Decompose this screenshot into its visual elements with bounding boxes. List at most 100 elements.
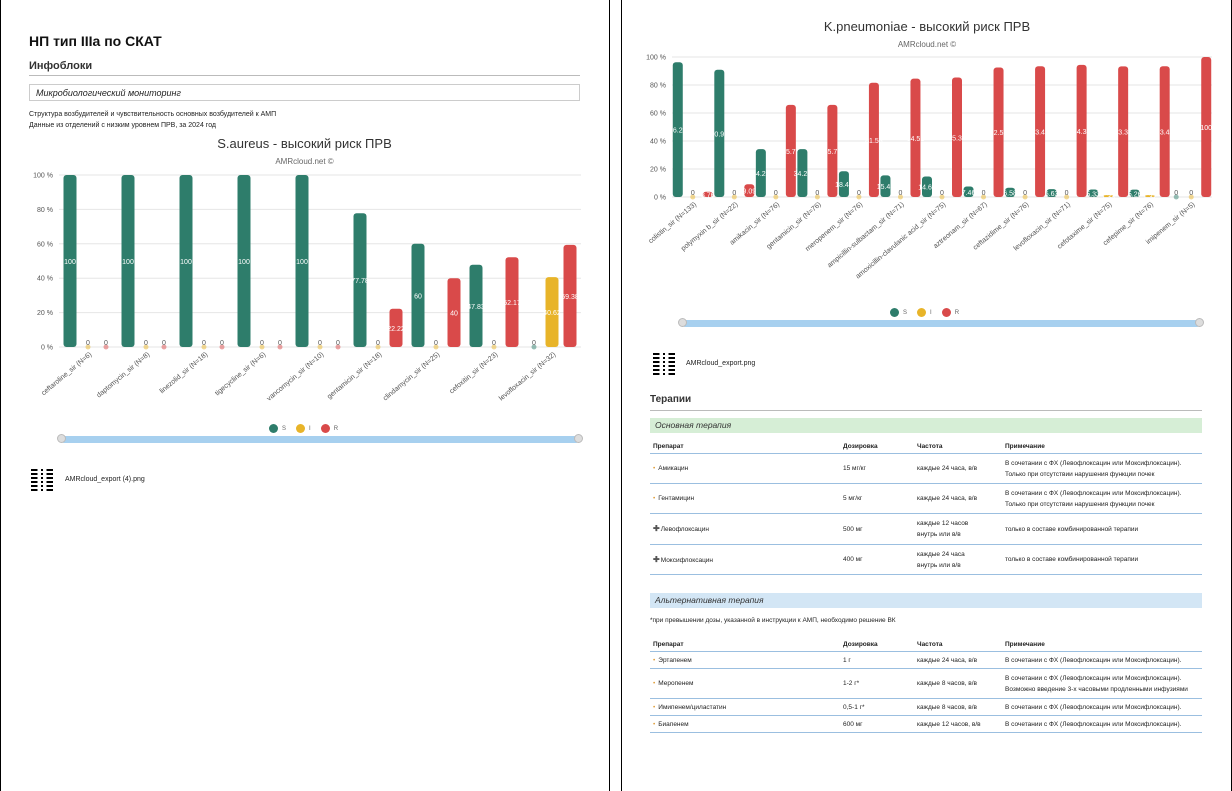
bar-s[interactable]	[237, 175, 251, 347]
bar-zero-marker	[1022, 194, 1028, 200]
bar-s[interactable]	[1005, 187, 1016, 197]
table-row[interactable]: • Имипенем/циластатин 0,5-1 г* каждые 8 час…	[650, 698, 1202, 716]
table-row[interactable]: • Эртапенем 1 г каждые 24 часа, в/в В сочета…	[650, 651, 1202, 669]
bar-r[interactable]	[1035, 66, 1046, 197]
legend-item-s[interactable]: S	[890, 308, 907, 317]
bar-i[interactable]	[1103, 195, 1114, 197]
bar-r[interactable]	[785, 104, 796, 197]
bar-r[interactable]	[1201, 57, 1212, 197]
x-tick-label: tigecycline_sir (N=6)	[214, 351, 267, 397]
table-row[interactable]: • Гентамицин 5 мг/кг каждые 24 часа, в/в В с…	[650, 483, 1202, 514]
bar-r[interactable]	[993, 67, 1004, 197]
data-label: 7.46	[962, 190, 976, 197]
data-label: 100	[180, 259, 192, 266]
bar-r[interactable]	[744, 184, 755, 197]
legend-item-i[interactable]: I	[296, 424, 311, 433]
legend-item-r[interactable]: R	[320, 424, 338, 433]
bar-r[interactable]	[505, 257, 519, 347]
bar-r[interactable]	[1118, 66, 1129, 197]
bar-s[interactable]	[880, 175, 891, 197]
chart-scrollbar[interactable]	[57, 434, 583, 443]
bar-r[interactable]	[447, 278, 461, 347]
bar-r[interactable]	[1159, 66, 1170, 197]
bar-s[interactable]	[672, 62, 683, 197]
bar-r[interactable]	[868, 82, 879, 197]
data-label: 0	[434, 340, 438, 347]
chart-legend: S I R	[269, 424, 338, 433]
scrollbar-handle-right[interactable]	[574, 434, 583, 443]
bar-r[interactable]	[952, 77, 962, 197]
bar-s[interactable]	[838, 171, 849, 197]
saureus-chart: 0 % 20 % 40 % 60 % 80 % 100 % 100 0 0 ceftaroline…	[33, 173, 581, 403]
bar-zero-marker	[856, 194, 862, 200]
bar-s[interactable]	[755, 149, 766, 197]
bar-s[interactable]	[1129, 189, 1140, 197]
therapy-title: Терапии	[650, 394, 692, 405]
bar-r[interactable]	[827, 104, 838, 197]
legend-item-i[interactable]: I	[917, 308, 932, 317]
data-label: 5.63	[1045, 191, 1059, 198]
bar-s[interactable]	[121, 175, 135, 347]
qr-code-icon	[653, 353, 675, 375]
table-row[interactable]: • Биапенем 600 мг каждые 12 часов, в/в В соч…	[650, 715, 1202, 733]
bar-s[interactable]	[469, 264, 483, 347]
bar-s[interactable]	[179, 175, 193, 347]
table-row[interactable]: ✚Левофлоксацин 500 мг каждые 12 часов внутр…	[650, 513, 1202, 545]
bar-r[interactable]	[910, 78, 921, 197]
data-label: 0	[86, 340, 90, 347]
legend-item-s[interactable]: S	[269, 424, 286, 433]
export-file-label-2[interactable]: AMRcloud_export.png	[686, 360, 756, 367]
bar-r[interactable]	[1076, 64, 1087, 197]
subsection-monitoring[interactable]: Микробиологический мониторинг	[29, 84, 580, 101]
y-tick-label: 80 %	[37, 207, 53, 214]
data-label: 0	[318, 340, 322, 347]
bar-s[interactable]	[714, 69, 725, 197]
scrollbar-handle-left[interactable]	[57, 434, 66, 443]
table-row[interactable]: • Амикацин 15 мг/кг каждые 24 часа, в/в В со…	[650, 453, 1202, 484]
bar-s[interactable]	[1046, 189, 1057, 197]
data-label: 0	[1189, 190, 1193, 197]
export-file-label[interactable]: AMRcloud_export (4).png	[65, 476, 145, 483]
bar-s[interactable]	[963, 186, 974, 197]
bar-s[interactable]	[797, 149, 808, 197]
bar-r[interactable]	[389, 308, 403, 347]
qr-code-icon	[31, 469, 53, 491]
bar-r[interactable]	[702, 191, 713, 197]
scrollbar-handle-right[interactable]	[1195, 318, 1204, 327]
bar-s[interactable]	[1088, 189, 1099, 197]
drug-cell: • Имипенем/циластатин	[650, 698, 840, 716]
bar-i[interactable]	[1144, 195, 1155, 197]
legend-item-r[interactable]: R	[941, 308, 959, 317]
data-label: 77.78	[351, 278, 369, 285]
table-row[interactable]: ✚Моксифлоксацин 400 мг каждые 24 часа внутр…	[650, 544, 1202, 575]
col-drug: Препарат	[650, 637, 840, 652]
chart-legend-2: S I R	[890, 308, 959, 317]
table-row[interactable]: • Меропенем 1-2 г* каждые 8 часов, в/в В соч…	[650, 668, 1202, 699]
data-label: 34.21	[794, 171, 812, 178]
main-therapy-table: Препарат Дозировка Частота Примечание • А…	[650, 439, 1202, 575]
bar-zero-marker	[981, 194, 987, 200]
bar-zero-marker	[731, 194, 737, 200]
data-label: 81.58	[865, 138, 883, 145]
bar-s[interactable]	[353, 213, 367, 347]
chart-scrollbar-2[interactable]	[678, 318, 1204, 327]
bar-s[interactable]	[922, 176, 932, 197]
alt-therapy-band[interactable]: Альтернативная терапия	[650, 593, 1202, 608]
frequency-cell: каждые 24 часа, в/в	[914, 483, 1002, 514]
bar-s[interactable]	[295, 175, 309, 347]
bar-s[interactable]	[63, 175, 77, 347]
frequency-cell: каждые 8 часов, в/в	[914, 668, 1002, 699]
frequency-cell: каждые 24 часа внутрь или в/в	[914, 544, 1002, 575]
data-label: 5.33	[1086, 191, 1100, 198]
main-therapy-band[interactable]: Основная терапия	[650, 418, 1202, 433]
bar-zero-marker	[85, 344, 91, 350]
data-label: 0	[1065, 190, 1069, 197]
scrollbar-handle-left[interactable]	[678, 318, 687, 327]
bar-r[interactable]	[563, 244, 577, 347]
data-label: 18.42	[835, 182, 853, 189]
bar-i[interactable]	[545, 277, 559, 347]
data-label: 93.42	[1156, 130, 1174, 137]
data-label: 0	[220, 340, 224, 347]
data-label: 100	[296, 259, 308, 266]
bar-s[interactable]	[411, 243, 425, 347]
